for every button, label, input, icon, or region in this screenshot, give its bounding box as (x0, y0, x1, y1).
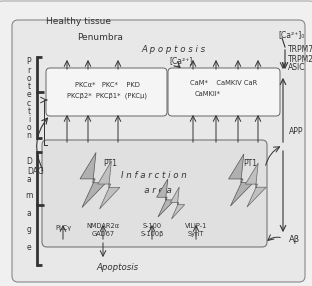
Text: P: P (27, 57, 31, 67)
Text: CaMKII*: CaMKII* (195, 91, 221, 97)
Text: ASIC: ASIC (288, 63, 305, 72)
Text: D: D (26, 158, 32, 166)
Polygon shape (80, 152, 106, 208)
Text: SynT: SynT (188, 231, 204, 237)
Text: [Ca²⁺]₀: [Ca²⁺]₀ (279, 31, 305, 39)
Text: o: o (27, 123, 31, 132)
Polygon shape (229, 154, 253, 206)
Text: TRPM7: TRPM7 (288, 45, 312, 55)
FancyBboxPatch shape (168, 68, 280, 116)
Text: A p o p t o s i s: A p o p t o s i s (142, 45, 206, 55)
Polygon shape (246, 163, 266, 207)
FancyBboxPatch shape (46, 68, 167, 116)
Text: Aβ: Aβ (289, 235, 300, 245)
Text: m: m (25, 192, 33, 200)
Text: GAD67: GAD67 (91, 231, 115, 237)
Text: I n f a r c t i o n
   a r e a: I n f a r c t i o n a r e a (121, 171, 187, 195)
Text: o: o (27, 74, 31, 83)
Polygon shape (170, 187, 185, 219)
Text: a: a (27, 208, 32, 217)
Text: DAG: DAG (27, 168, 44, 176)
Text: Healthy tissue: Healthy tissue (46, 17, 110, 26)
Text: i: i (28, 115, 30, 124)
Text: S-100: S-100 (143, 223, 162, 229)
Text: t: t (27, 107, 31, 116)
Text: PT1: PT1 (243, 160, 257, 168)
Text: n: n (27, 131, 32, 140)
Text: PT1: PT1 (103, 160, 117, 168)
Text: [Ca²⁺]ᵢ: [Ca²⁺]ᵢ (169, 57, 194, 65)
Text: Penumbra: Penumbra (77, 33, 123, 42)
Text: TRPM2: TRPM2 (288, 55, 312, 63)
Text: t: t (27, 82, 31, 91)
Text: VILIP-1: VILIP-1 (185, 223, 207, 229)
Polygon shape (157, 179, 175, 217)
Text: a: a (27, 174, 32, 184)
Text: S-100β: S-100β (140, 231, 164, 237)
FancyBboxPatch shape (12, 20, 305, 282)
Polygon shape (98, 161, 120, 209)
Text: PKCβ2*  PKCβ1*  (PKCμ): PKCβ2* PKCβ1* (PKCμ) (67, 93, 147, 99)
Text: Apoptosis: Apoptosis (97, 263, 139, 273)
Text: PKCα*   PKC*    PKD: PKCα* PKC* PKD (75, 82, 139, 88)
Text: e: e (27, 243, 31, 251)
Text: g: g (27, 225, 32, 235)
Text: PLCγ: PLCγ (55, 225, 71, 231)
Text: NMDAR2α: NMDAR2α (86, 223, 119, 229)
FancyBboxPatch shape (42, 140, 267, 247)
Text: CaM*    CaMKIV CaR: CaM* CaMKIV CaR (190, 80, 258, 86)
Text: r: r (27, 66, 31, 75)
Text: e: e (27, 90, 31, 99)
Text: c: c (27, 98, 31, 108)
Text: APP: APP (289, 128, 304, 136)
